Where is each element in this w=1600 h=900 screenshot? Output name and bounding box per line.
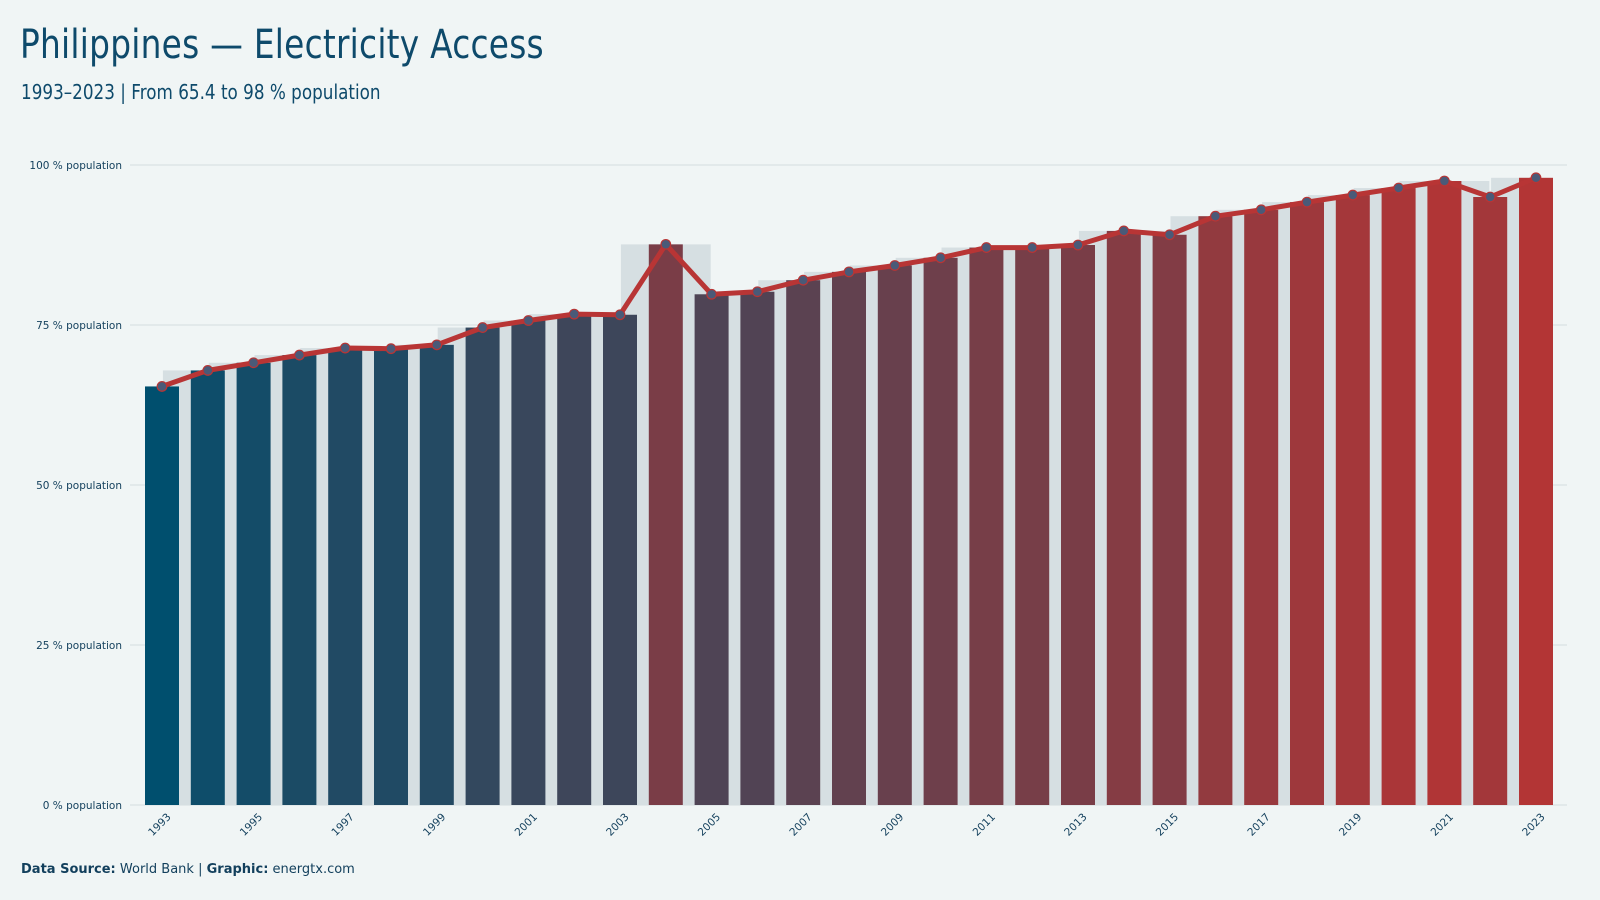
bar-2013 <box>1061 245 1095 805</box>
point-2016 <box>1209 210 1221 222</box>
bar-2006 <box>740 291 775 806</box>
point-2022 <box>1484 191 1496 203</box>
point-1993 <box>156 381 168 392</box>
chart-title: Philippines — Electricity Access <box>20 22 544 68</box>
bar-2004 <box>648 244 683 806</box>
points-layer <box>156 172 1542 392</box>
source-value: World Bank <box>119 862 194 877</box>
source-label: Data Source: <box>21 862 116 877</box>
bars-layer <box>145 177 1553 806</box>
bar-1997 <box>328 348 363 805</box>
bar-2017 <box>1244 209 1279 806</box>
x-tick-label: 2017 <box>1245 811 1272 838</box>
x-tick-label: 2001 <box>513 811 540 838</box>
bar-2008 <box>832 271 866 805</box>
bar-1994 <box>190 370 225 805</box>
x-tick-label: 1999 <box>421 811 448 838</box>
point-2013 <box>1072 239 1084 251</box>
x-tick-label: 2003 <box>604 811 631 838</box>
point-2004 <box>660 238 672 250</box>
x-tick-label: 1997 <box>329 811 356 838</box>
footer-separator: | <box>198 862 203 877</box>
point-2005 <box>706 288 717 300</box>
bar-2020 <box>1381 188 1416 806</box>
chart-footer: Data Source: World Bank | Graphic: energ… <box>21 862 355 877</box>
point-2007 <box>797 274 809 286</box>
point-2008 <box>843 266 855 278</box>
x-tick-label: 1993 <box>146 811 173 838</box>
bar-1993 <box>145 386 179 805</box>
y-tick-label: 50 % population <box>36 480 122 492</box>
bar-2023 <box>1519 177 1553 806</box>
point-1994 <box>202 365 214 376</box>
y-tick-label: 25 % population <box>36 640 122 652</box>
y-tick-label: 100 % population <box>29 160 122 172</box>
y-tick-label: 75 % population <box>36 320 122 332</box>
bar-2009 <box>877 265 912 806</box>
point-2011 <box>981 242 992 253</box>
bar-2012 <box>1015 247 1050 805</box>
x-tick-label: 2011 <box>971 811 998 838</box>
point-2006 <box>752 286 763 298</box>
x-tick-label: 2009 <box>879 811 906 838</box>
bar-2016 <box>1198 216 1233 805</box>
point-2002 <box>568 308 580 320</box>
x-tick-label: 2021 <box>1429 811 1456 838</box>
point-2019 <box>1347 189 1359 201</box>
graphic-label: Graphic: <box>206 862 269 877</box>
x-tick-label: 2007 <box>787 811 814 838</box>
y-tick-label: 0 % population <box>43 800 122 812</box>
point-2020 <box>1393 182 1404 194</box>
bar-2002 <box>557 314 592 805</box>
bar-2005 <box>694 294 729 805</box>
bar-1995 <box>236 362 271 805</box>
point-1998 <box>385 343 397 355</box>
x-tick-label: 2013 <box>1062 811 1089 838</box>
y-axis-ticks: 0 % population 25 % population 50 % popula… <box>29 160 122 812</box>
bar-2011 <box>969 247 1004 805</box>
bar-1998 <box>374 348 408 805</box>
x-tick-label: 2015 <box>1154 811 1181 838</box>
point-2017 <box>1255 204 1267 216</box>
bar-2021 <box>1427 181 1462 805</box>
point-2021 <box>1438 175 1450 187</box>
x-tick-label: 2019 <box>1337 811 1364 838</box>
x-axis-ticks: 1993 1995 1997 1999 2001 2003 2005 2007 2009 2011… <box>146 811 1547 838</box>
bar-2019 <box>1335 195 1370 805</box>
x-tick-label: 2023 <box>1520 811 1547 838</box>
bar-2001 <box>511 320 546 805</box>
point-1997 <box>339 342 351 354</box>
x-tick-label: 1995 <box>238 811 265 838</box>
bar-2007 <box>786 280 821 805</box>
bar-2000 <box>465 327 500 805</box>
bar-2010 <box>923 257 958 805</box>
point-2010 <box>935 252 946 264</box>
point-2001 <box>523 315 534 326</box>
bar-1999 <box>419 344 454 805</box>
chart-subtitle: 1993–2023 | From 65.4 to 98 % population <box>21 80 381 104</box>
point-2012 <box>1026 242 1038 253</box>
bar-2003 <box>603 314 637 805</box>
point-1996 <box>294 349 305 361</box>
point-2023 <box>1530 172 1542 184</box>
point-2014 <box>1118 225 1130 237</box>
point-2018 <box>1301 196 1313 208</box>
point-2009 <box>889 260 901 271</box>
point-1995 <box>248 357 260 369</box>
point-2003 <box>614 309 626 321</box>
point-2015 <box>1164 229 1175 241</box>
bar-1996 <box>282 355 317 805</box>
bar-2022 <box>1473 197 1508 805</box>
bar-2018 <box>1290 202 1324 805</box>
bar-2014 <box>1106 230 1141 806</box>
bar-2015 <box>1152 234 1187 805</box>
x-tick-label: 2005 <box>696 811 723 838</box>
point-2000 <box>477 322 489 333</box>
point-1999 <box>431 339 443 351</box>
graphic-value: energtx.com <box>272 862 355 877</box>
